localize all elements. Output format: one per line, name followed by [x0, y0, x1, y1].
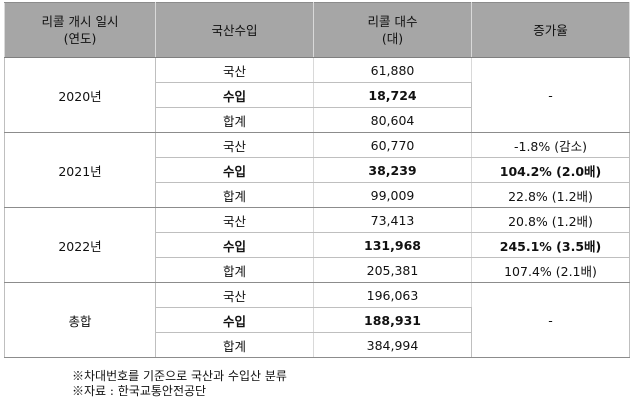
count-cell: 188,931 [313, 307, 472, 333]
header-recall-count-line1: 리콜 대수 [367, 14, 418, 29]
table-row: 총합 국산 196,063 - [4, 282, 630, 358]
header-origin: 국산수입 [155, 2, 314, 58]
header-recall-date-line1: 리콜 개시 일시 [41, 14, 119, 29]
origin-cell: 합계 [155, 182, 314, 208]
table-row: 합계 205,381 107.4% (2.1배) [5, 257, 630, 283]
origin-cell: 수입 [155, 82, 314, 108]
origin-cell: 수입 [155, 232, 314, 258]
count-cell: 73,413 [313, 207, 472, 233]
table-row: 2020년 국산 61,880 - [4, 57, 630, 133]
growth-cell: 245.1% (3.5배) [471, 232, 630, 258]
origin-cell: 합계 [155, 332, 314, 358]
origin-cell: 국산 [155, 207, 314, 233]
footnote-classification: ※차대번호를 기준으로 국산과 수입산 분류 [72, 369, 287, 383]
table-row: 합계 80,604 [5, 107, 630, 133]
count-cell: 384,994 [313, 332, 472, 358]
origin-cell: 국산 [155, 132, 314, 158]
table-row: 수입 18,724 [5, 82, 630, 108]
count-cell: 205,381 [313, 257, 472, 283]
growth-cell: - [471, 282, 630, 358]
count-cell: 80,604 [313, 107, 472, 133]
table-row: 2022년 국산 73,413 20.8% (1.2배) [4, 207, 630, 283]
growth-cell: 20.8% (1.2배) [471, 207, 630, 233]
table-row: 합계 384,994 [5, 332, 630, 358]
growth-cell: 104.2% (2.0배) [471, 157, 630, 183]
growth-cell: 22.8% (1.2배) [471, 182, 630, 208]
count-cell: 61,880 [313, 57, 472, 83]
count-cell: 196,063 [313, 282, 472, 308]
origin-cell: 합계 [155, 257, 314, 283]
year-cell: 2022년 [4, 207, 156, 283]
origin-cell: 국산 [155, 282, 314, 308]
header-row: 리콜 개시 일시 (연도) 국산수입 리콜 대수 (대) 증가율 [4, 2, 630, 58]
table-row: 합계 99,009 22.8% (1.2배) [5, 182, 630, 208]
count-cell: 18,724 [313, 82, 472, 108]
header-recall-count-line2: (대) [381, 31, 404, 46]
origin-cell: 수입 [155, 307, 314, 333]
table-row: 수입 131,968 245.1% (3.5배) [5, 232, 630, 258]
header-growth-rate: 증가율 [471, 2, 630, 58]
footnotes: ※차대번호를 기준으로 국산과 수입산 분류 ※자료 : 한국교통안전공단 [72, 369, 287, 399]
header-recall-date-line2: (연도) [63, 31, 97, 46]
recall-statistics-table: 리콜 개시 일시 (연도) 국산수입 리콜 대수 (대) 증가율 2020년 국… [4, 2, 630, 358]
year-cell: 2021년 [4, 132, 156, 208]
origin-cell: 수입 [155, 157, 314, 183]
footnote-source: ※자료 : 한국교통안전공단 [72, 384, 207, 398]
growth-cell: -1.8% (감소) [471, 132, 630, 158]
count-cell: 131,968 [313, 232, 472, 258]
count-cell: 38,239 [313, 157, 472, 183]
table-row: 수입 38,239 104.2% (2.0배) [5, 157, 630, 183]
origin-cell: 국산 [155, 57, 314, 83]
header-recall-date: 리콜 개시 일시 (연도) [4, 2, 156, 58]
origin-cell: 합계 [155, 107, 314, 133]
growth-cell: - [471, 57, 630, 133]
table-row: 수입 188,931 [5, 307, 630, 333]
year-cell: 2020년 [4, 57, 156, 133]
count-cell: 60,770 [313, 132, 472, 158]
header-recall-count: 리콜 대수 (대) [313, 2, 472, 58]
table-row: 2021년 국산 60,770 -1.8% (감소) [4, 132, 630, 208]
year-cell: 총합 [4, 282, 156, 358]
count-cell: 99,009 [313, 182, 472, 208]
growth-cell: 107.4% (2.1배) [471, 257, 630, 283]
